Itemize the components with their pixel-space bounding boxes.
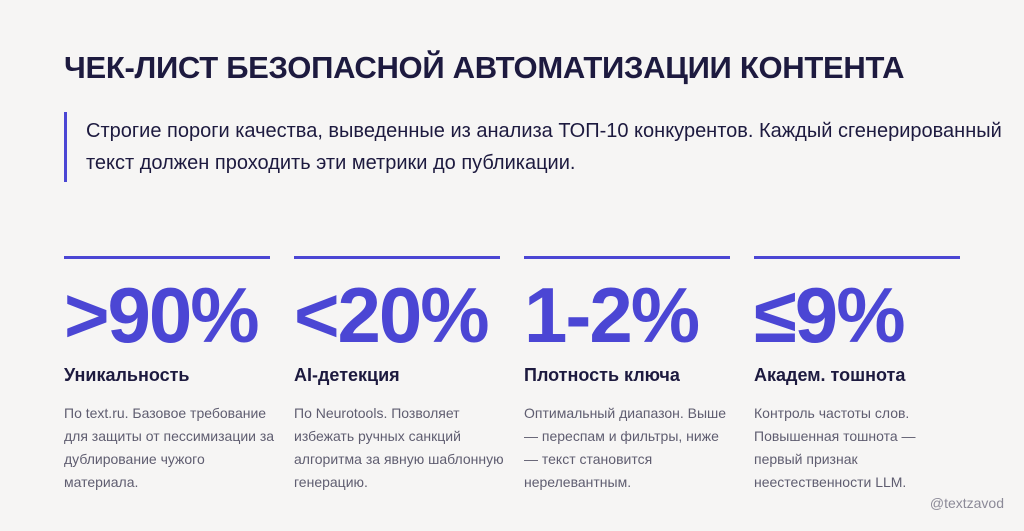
metric-description: Контроль частоты слов. Повышенная тошнот… <box>754 402 960 494</box>
metrics-grid: >90% Уникальность По text.ru. Базовое тр… <box>64 256 960 496</box>
metric-card-uniqueness: >90% Уникальность По text.ru. Базовое тр… <box>64 256 275 494</box>
description-line: По text.ru. Базовое требование <box>64 405 267 421</box>
metric-value: 1-2% <box>524 271 700 359</box>
intro-block: Строгие пороги качества, выведенные из а… <box>64 112 1002 182</box>
metric-description: По Neurotools. Позволяет избежать ручных… <box>294 402 504 494</box>
description-line: дублирование чужого <box>64 451 205 467</box>
description-line: Контроль частоты слов. <box>754 405 910 421</box>
metric-description: По text.ru. Базовое требование для защит… <box>64 402 275 494</box>
description-line: По Neurotools. Позволяет <box>294 405 460 421</box>
intro-line: текст должен проходить эти метрики до пу… <box>86 152 576 174</box>
metric-label: Академ. тошнота <box>754 365 906 385</box>
metric-value: >90% <box>64 271 260 359</box>
description-line: Оптимальный диапазон. Выше <box>524 405 727 421</box>
description-line: нерелевантным. <box>524 474 632 490</box>
description-line: — переспам и фильтры, ниже <box>524 428 719 444</box>
metric-card-keyword-density: 1-2% Плотность ключа Оптимальный диапазо… <box>524 256 730 494</box>
metric-value: ≤9% <box>754 271 906 359</box>
intro-line: Строгие пороги качества, выведенные из а… <box>86 120 1002 142</box>
description-line: — текст становится <box>524 451 653 467</box>
description-line: избежать ручных санкций <box>294 428 461 444</box>
metric-label: Уникальность <box>64 365 190 385</box>
metric-card-ai-detection: <20% AI-детекция По Neurotools. Позволяе… <box>294 256 504 494</box>
metric-label: AI-детекция <box>294 365 400 385</box>
metric-description: Оптимальный диапазон. Выше — переспам и … <box>524 402 730 494</box>
author-handle: @textzavod <box>929 495 1004 511</box>
metric-value: <20% <box>294 271 490 359</box>
metric-card-academic-nausea: ≤9% Академ. тошнота Контроль частоты сло… <box>754 256 960 494</box>
description-line: для защиты от пессимизации за <box>64 428 275 444</box>
metric-label: Плотность ключа <box>524 365 680 385</box>
page-title: ЧЕК-ЛИСТ БЕЗОПАСНОЙ АВТОМАТИЗАЦИИ КОНТЕН… <box>64 50 905 85</box>
description-line: первый признак <box>754 451 858 467</box>
description-line: неестественности LLM. <box>754 474 907 490</box>
description-line: алгоритма за явную шаблонную <box>294 451 504 467</box>
description-line: Повышенная тошнота — <box>754 428 916 444</box>
description-line: материала. <box>64 474 139 490</box>
description-line: генерацию. <box>294 474 368 490</box>
